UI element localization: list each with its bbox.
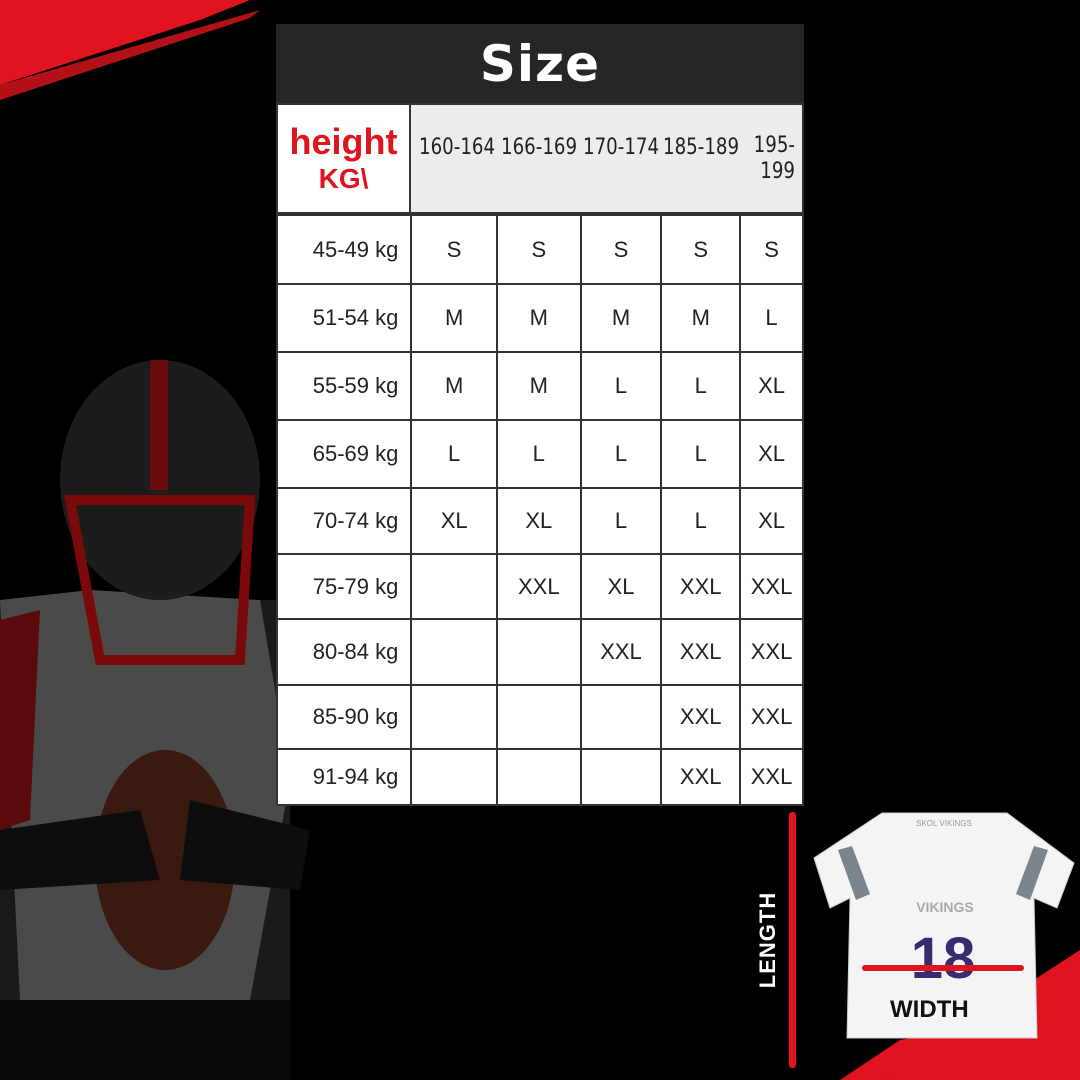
size-cell: XXL [739,684,804,750]
weight-cell: 80-84 kg [275,618,413,686]
size-cell: L [579,487,663,555]
jersey-number: 18 [911,926,976,991]
size-cell [410,553,498,620]
size-cell: XXL [660,618,742,686]
height-col: 195-199 [753,133,795,184]
size-cell [495,684,582,750]
size-cell: XL [410,487,498,555]
table-row: 75-79 kg XXL XL XXL XXL [275,553,804,620]
size-cell [579,684,663,750]
size-cell: XL [579,553,663,620]
weight-cell: 65-69 kg [275,419,413,489]
size-cell: S [579,214,663,285]
kg-label: KG\ [318,162,369,194]
chart-title: Size [276,24,804,103]
size-cell: M [495,283,582,353]
weight-cell: 45-49 kg [275,214,413,285]
size-cell: L [660,487,742,555]
size-cell [495,618,582,686]
size-cell: S [410,214,498,285]
size-chart: Size height KG\ 160-164 166-169 170-174 … [275,24,804,806]
size-cell: XL [739,419,804,489]
table-row: 70-74 kg XL XL L L XL [275,487,804,555]
weight-cell: 70-74 kg [275,487,413,555]
size-table: 45-49 kg S S S S S 51-54 kg M M M M L 55-59 kg M M L L XL… [275,214,804,806]
height-col: 185-189 [663,135,740,160]
size-cell: L [739,283,804,353]
height-label: height [289,120,398,162]
weight-cell: 75-79 kg [275,553,413,620]
size-cell [410,618,498,686]
size-cell [579,748,663,806]
size-cell: XXL [660,748,742,806]
corner-header: height KG\ [276,103,411,214]
length-indicator-line [789,812,796,1068]
jersey-image: SKOL VIKINGS VIKINGS 18 [813,812,1075,1039]
size-cell: L [579,419,663,489]
size-cell: XXL [739,618,804,686]
size-cell: M [410,283,498,353]
width-indicator-line [862,965,1024,971]
size-cell: XXL [660,684,742,750]
table-row: 51-54 kg M M M M L [275,283,804,353]
size-cell: L [660,351,742,421]
size-cell: XXL [579,618,663,686]
size-cell: M [660,283,742,353]
table-row: 80-84 kg XXL XXL XXL [275,618,804,686]
table-row: 91-94 kg XXL XXL [275,748,804,806]
jersey-team-text: VIKINGS [916,899,974,915]
size-cell: M [579,283,663,353]
size-cell: S [739,214,804,285]
size-cell: XL [495,487,582,555]
size-cell: M [410,351,498,421]
height-col: 160-164 [419,135,496,160]
table-row: 55-59 kg M M L L XL [275,351,804,421]
size-cell [410,684,498,750]
size-cell: S [660,214,742,285]
height-header-row: 160-164 166-169 170-174 185-189 195-199 [411,103,804,214]
size-cell: S [495,214,582,285]
size-cell: XL [739,351,804,421]
height-col: 170-174 [583,135,660,160]
size-cell: XXL [739,748,804,806]
size-cell: L [660,419,742,489]
size-cell [495,748,582,806]
weight-cell: 85-90 kg [275,684,413,750]
size-cell: M [495,351,582,421]
size-cell: XXL [739,553,804,620]
weight-cell: 51-54 kg [275,283,413,353]
jersey-collar-text: SKOL VIKINGS [916,819,972,828]
width-label: WIDTH [890,996,969,1023]
size-cell [410,748,498,806]
height-col: 166-169 [501,135,578,160]
table-row: 65-69 kg L L L L XL [275,419,804,489]
table-row: 45-49 kg S S S S S [275,214,804,285]
size-cell: XL [739,487,804,555]
size-cell: L [410,419,498,489]
table-row: 85-90 kg XXL XXL [275,684,804,750]
length-label: LENGTH [755,891,780,989]
football-player-image [0,360,310,1080]
weight-cell: 91-94 kg [275,748,413,806]
size-cell: L [495,419,582,489]
weight-cell: 55-59 kg [275,351,413,421]
size-cell: XXL [495,553,582,620]
size-cell: XXL [660,553,742,620]
size-cell: L [579,351,663,421]
